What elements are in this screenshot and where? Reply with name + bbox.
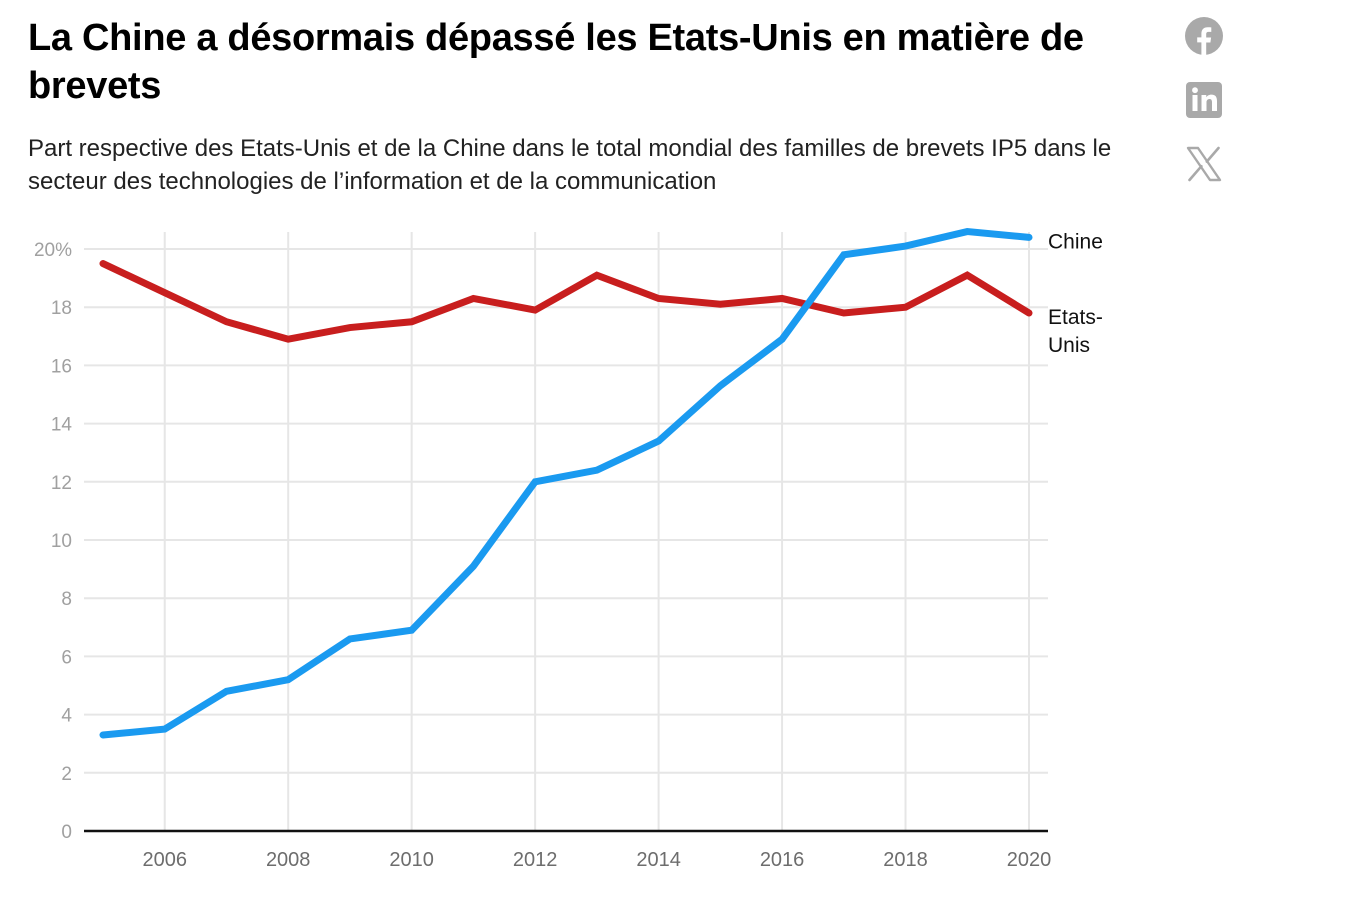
x-tick-label: 2012 bbox=[513, 849, 558, 871]
y-tick-label: 18 bbox=[51, 298, 72, 319]
y-tick-label: 6 bbox=[61, 647, 72, 668]
chart-subtitle: Part respective des Etats-Unis et de la … bbox=[28, 135, 1112, 195]
series-labels: Chine Etats- Unis bbox=[1048, 230, 1103, 357]
series-label-etats-unis: Unis bbox=[1048, 334, 1090, 357]
share-buttons bbox=[1184, 16, 1224, 208]
y-tick-label: 16 bbox=[51, 356, 72, 377]
series-label-chine: Chine bbox=[1048, 230, 1103, 253]
x-icon bbox=[1186, 146, 1222, 182]
chart-title: La Chine a désormais dépassé les Etats-U… bbox=[28, 17, 1084, 107]
y-tick-label: 10 bbox=[51, 531, 72, 552]
y-tick-label: 12 bbox=[51, 473, 72, 494]
x-tick-label: 2014 bbox=[636, 849, 681, 871]
series-line-chine[interactable] bbox=[99, 228, 1033, 739]
x-tick-label: 2006 bbox=[142, 849, 187, 871]
facebook-share-button[interactable] bbox=[1184, 16, 1224, 56]
y-tick-label: 8 bbox=[61, 589, 72, 610]
linkedin-share-button[interactable] bbox=[1184, 80, 1224, 120]
series-lines bbox=[99, 228, 1033, 739]
series-label-etats-unis: Etats- bbox=[1048, 306, 1103, 329]
facebook-icon bbox=[1185, 17, 1223, 55]
x-tick-label: 2018 bbox=[883, 849, 928, 871]
line-chart: 0 2 4 6 8 10 12 14 16 18 20% 2006 2008 2010 2012 2014 20… bbox=[34, 228, 1103, 871]
y-tick-label: 0 bbox=[61, 822, 72, 843]
y-tick-label: 2 bbox=[61, 764, 72, 785]
y-tick-label: 14 bbox=[51, 415, 73, 436]
series-line-etats-unis[interactable] bbox=[99, 260, 1033, 343]
axes: 0 2 4 6 8 10 12 14 16 18 20% 2006 2008 2010 2012 2014 20… bbox=[34, 240, 1051, 871]
gridlines bbox=[84, 232, 1048, 831]
x-tick-label: 2008 bbox=[266, 849, 311, 871]
x-tick-label: 2016 bbox=[760, 849, 805, 871]
linkedin-icon bbox=[1186, 82, 1222, 118]
x-share-button[interactable] bbox=[1184, 144, 1224, 184]
x-tick-label: 2020 bbox=[1007, 849, 1052, 871]
y-tick-label: 4 bbox=[61, 706, 72, 727]
x-tick-label: 2010 bbox=[389, 849, 434, 871]
y-tick-label: 20% bbox=[34, 240, 72, 261]
